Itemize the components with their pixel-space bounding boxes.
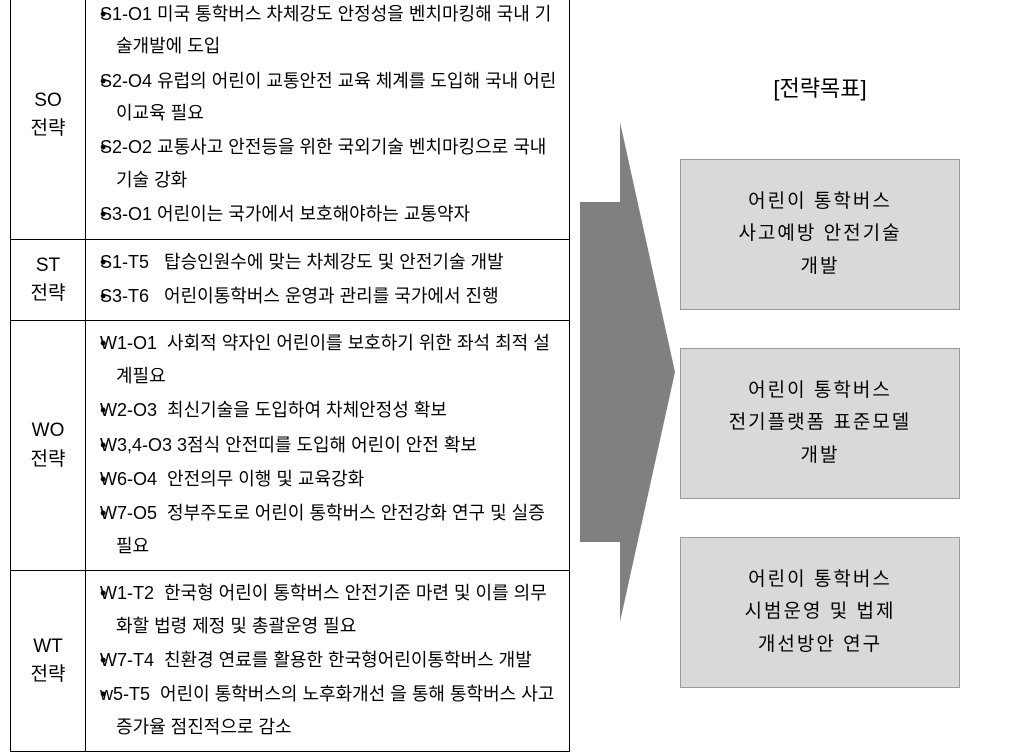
- strategy-label-cell: ST전략: [11, 239, 86, 321]
- goal-box: 어린이 통학버스전기플랫폼 표준모델개발: [680, 348, 960, 499]
- goal-box: 어린이 통학버스시범운영 및 법제개선방안 연구: [680, 537, 960, 688]
- strategy-content-cell: S1-T5 탑승인원수에 맞는 차체강도 및 안전기술 개발S3-T6 어린이통…: [86, 239, 570, 321]
- strategy-bullet-item: W7-T4 친환경 연료를 활용한 한국형어린이통학버스 개발: [100, 644, 559, 676]
- strategy-bullet-item: W1-O1 사회적 약자인 어린이를 보호하기 위한 좌석 최적 설계필요: [100, 327, 559, 392]
- strategy-table: SO전략S1-O1 미국 통학버스 차체강도 안정성을 벤치마킹해 국내 기술개…: [10, 0, 570, 752]
- table-row: SO전략S1-O1 미국 통학버스 차체강도 안정성을 벤치마킹해 국내 기술개…: [11, 0, 570, 239]
- strategy-bullet-item: W6-O4 안전의무 이행 및 교육강화: [100, 463, 559, 495]
- goals-list: 어린이 통학버스사고예방 안전기술개발어린이 통학버스전기플랫폼 표준모델개발어…: [680, 159, 960, 688]
- strategy-content-cell: W1-T2 한국형 어린이 통학버스 안전기준 마련 및 이를 의무화할 법령 …: [86, 571, 570, 752]
- strategy-label-cell: WT전략: [11, 571, 86, 752]
- table-row: WO전략W1-O1 사회적 약자인 어린이를 보호하기 위한 좌석 최적 설계필…: [11, 321, 570, 571]
- strategy-content-cell: S1-O1 미국 통학버스 차체강도 안정성을 벤치마킹해 국내 기술개발에 도…: [86, 0, 570, 239]
- table-row: ST전략S1-T5 탑승인원수에 맞는 차체강도 및 안전기술 개발S3-T6 …: [11, 239, 570, 321]
- strategy-content-cell: W1-O1 사회적 약자인 어린이를 보호하기 위한 좌석 최적 설계필요W2-…: [86, 321, 570, 571]
- main-container: SO전략S1-O1 미국 통학버스 차체강도 안정성을 벤치마킹해 국내 기술개…: [10, 10, 1001, 733]
- strategy-bullet-item: W1-T2 한국형 어린이 통학버스 안전기준 마련 및 이를 의무화할 법령 …: [100, 577, 559, 642]
- strategy-bullet-item: S2-O4 유럽의 어린이 교통안전 교육 체계를 도입해 국내 어린이교육 필…: [100, 65, 559, 130]
- strategy-bullet-item: S1-O1 미국 통학버스 차체강도 안정성을 벤치마킹해 국내 기술개발에 도…: [100, 0, 559, 63]
- goals-section: [전략목표] 어린이 통학버스사고예방 안전기술개발어린이 통학버스전기플랫폼 …: [680, 55, 960, 688]
- strategy-label-cell: SO전략: [11, 0, 86, 239]
- table-row: WT전략W1-T2 한국형 어린이 통학버스 안전기준 마련 및 이를 의무화할…: [11, 571, 570, 752]
- arrow-icon: [570, 122, 680, 622]
- goals-title: [전략목표]: [680, 71, 960, 103]
- strategy-bullet-item: S2-O2 교통사고 안전등을 위한 국외기술 벤치마킹으로 국내기술 강화: [100, 131, 559, 196]
- strategy-bullet-item: W2-O3 최신기술을 도입하여 차체안정성 확보: [100, 394, 559, 426]
- strategy-bullet-item: S3-T6 어린이통학버스 운영과 관리를 국가에서 진행: [100, 280, 559, 312]
- goal-box: 어린이 통학버스사고예방 안전기술개발: [680, 159, 960, 310]
- strategy-bullet-item: W7-O5 정부주도로 어린이 통학버스 안전강화 연구 및 실증 필요: [100, 497, 559, 562]
- arrow-section: [570, 122, 680, 622]
- strategy-bullet-item: w5-T5 어린이 통학버스의 노후화개선 을 통해 통학버스 사고 증가율 점…: [100, 678, 559, 743]
- strategy-bullet-item: W3,4-O3 3점식 안전띠를 도입해 어린이 안전 확보: [100, 429, 559, 461]
- strategy-label-cell: WO전략: [11, 321, 86, 571]
- strategy-bullet-item: S1-T5 탑승인원수에 맞는 차체강도 및 안전기술 개발: [100, 246, 559, 278]
- strategy-bullet-item: S3-O1 어린이는 국가에서 보호해야하는 교통약자: [100, 198, 559, 230]
- strategy-table-section: SO전략S1-O1 미국 통학버스 차체강도 안정성을 벤치마킹해 국내 기술개…: [10, 0, 570, 752]
